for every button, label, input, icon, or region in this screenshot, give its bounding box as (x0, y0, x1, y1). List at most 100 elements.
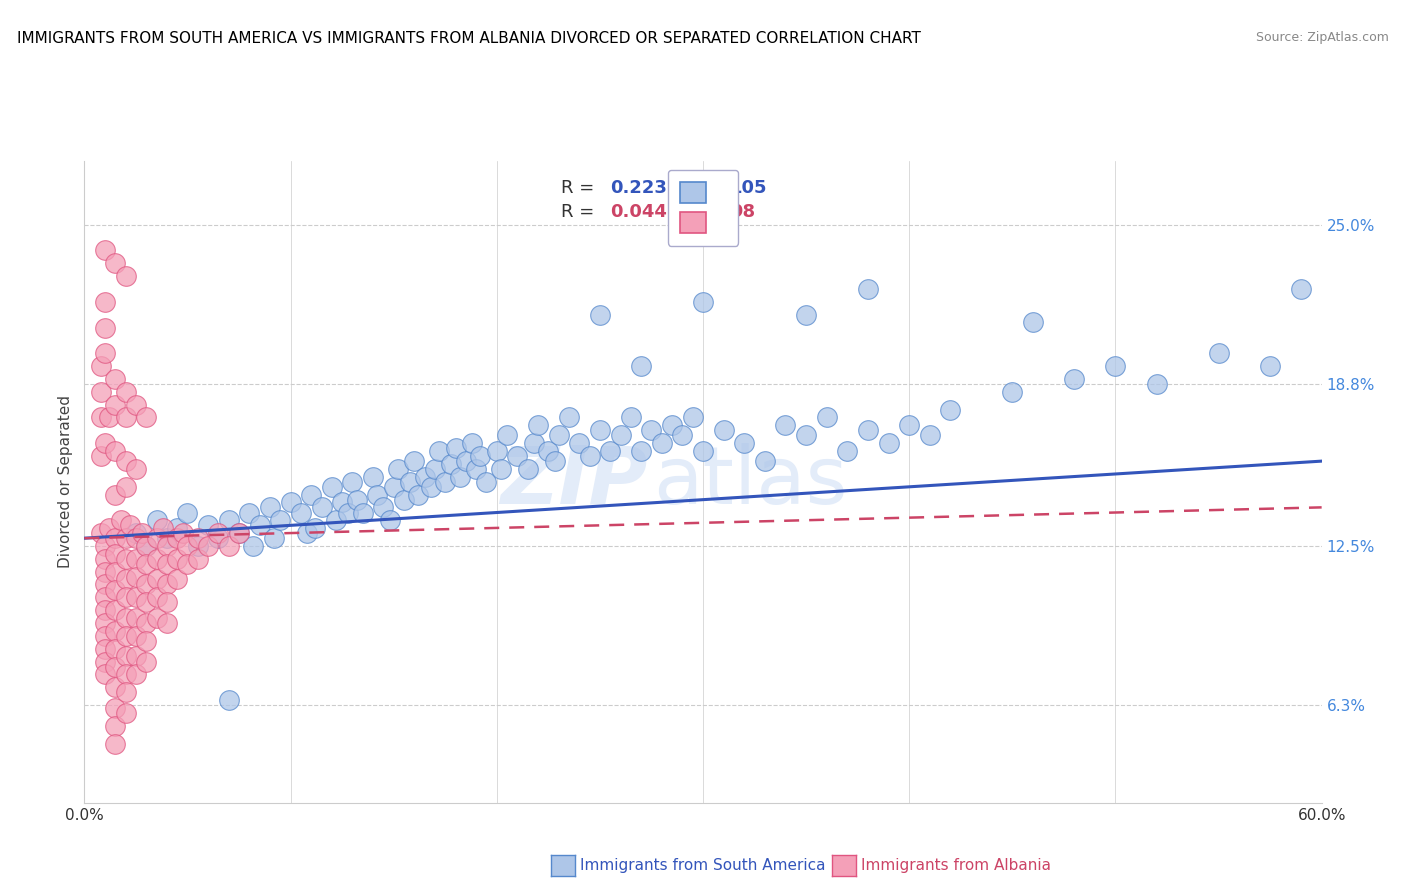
Point (94, 667, 117, 681)
Point (392, 492, 415, 507)
Point (527, 418, 550, 433)
Point (98, 521, 121, 535)
Point (145, 591, 167, 605)
Point (454, 454, 477, 468)
Point (387, 462, 409, 476)
Point (94, 551, 117, 566)
Point (404, 454, 426, 468)
Point (218, 693, 240, 707)
Point (713, 423, 735, 437)
Point (366, 487, 388, 501)
Text: R =: R = (561, 178, 600, 196)
Point (125, 526, 148, 541)
Point (94, 346, 117, 360)
Point (135, 655, 157, 669)
Point (651, 436, 673, 450)
Point (506, 449, 529, 463)
Point (485, 443, 508, 458)
Point (609, 428, 631, 442)
Point (125, 398, 148, 412)
Point (131, 526, 153, 541)
Point (104, 531, 127, 545)
Point (114, 410, 136, 425)
Point (228, 526, 250, 541)
Point (135, 557, 157, 571)
Point (489, 462, 512, 476)
Point (187, 551, 209, 566)
Text: ZIP: ZIP (501, 442, 647, 521)
Legend:  ,  : , (668, 169, 738, 245)
Text: 105: 105 (730, 178, 768, 196)
Point (794, 308, 817, 322)
Point (172, 526, 194, 541)
Point (543, 454, 565, 468)
Point (408, 487, 430, 501)
Point (434, 475, 457, 489)
Point (114, 480, 136, 494)
Point (135, 410, 157, 425)
Point (125, 611, 148, 625)
Text: N =: N = (688, 178, 728, 196)
Point (90, 449, 112, 463)
Point (470, 449, 492, 463)
Point (661, 418, 683, 433)
Point (692, 294, 714, 309)
Point (176, 557, 198, 571)
Point (135, 539, 157, 553)
Point (671, 428, 693, 442)
Point (90, 384, 112, 399)
Text: R =: R = (561, 203, 600, 221)
Point (114, 531, 136, 545)
Point (496, 428, 519, 442)
Point (337, 506, 360, 520)
Point (94, 244, 117, 258)
Point (311, 500, 333, 515)
Point (104, 659, 127, 673)
Point (114, 384, 136, 399)
Point (242, 539, 264, 553)
Point (918, 428, 941, 442)
Point (114, 629, 136, 643)
Point (94, 615, 117, 630)
Point (114, 649, 136, 664)
Point (94, 539, 117, 553)
Point (269, 513, 291, 527)
Point (104, 641, 127, 656)
Point (325, 513, 347, 527)
Point (145, 572, 167, 586)
Point (125, 667, 148, 681)
Point (94, 641, 117, 656)
Point (218, 539, 240, 553)
Point (104, 700, 127, 714)
Point (589, 423, 612, 437)
Point (135, 595, 157, 609)
Text: IMMIGRANTS FROM SOUTH AMERICA VS IMMIGRANTS FROM ALBANIA DIVORCED OR SEPARATED C: IMMIGRANTS FROM SOUTH AMERICA VS IMMIGRA… (17, 31, 921, 46)
Text: 98: 98 (730, 203, 755, 221)
Point (145, 531, 167, 545)
Point (114, 454, 136, 468)
Point (145, 513, 167, 527)
Point (295, 526, 318, 541)
Point (156, 595, 179, 609)
Point (1289, 282, 1312, 296)
Point (263, 531, 285, 545)
Point (304, 521, 326, 535)
Point (630, 359, 652, 373)
Point (413, 469, 436, 483)
Point (98, 410, 121, 425)
Point (382, 480, 405, 494)
Point (104, 737, 127, 751)
Point (537, 443, 560, 458)
Point (461, 436, 484, 450)
Point (259, 500, 281, 515)
Text: atlas: atlas (654, 442, 848, 521)
Text: Source: ZipAtlas.com: Source: ZipAtlas.com (1256, 31, 1389, 45)
Point (94, 436, 117, 450)
Point (877, 436, 900, 450)
Point (166, 572, 188, 586)
Point (166, 531, 188, 545)
Text: 0.223: 0.223 (610, 178, 666, 196)
Point (423, 462, 446, 476)
Point (898, 418, 921, 433)
Point (419, 480, 441, 494)
